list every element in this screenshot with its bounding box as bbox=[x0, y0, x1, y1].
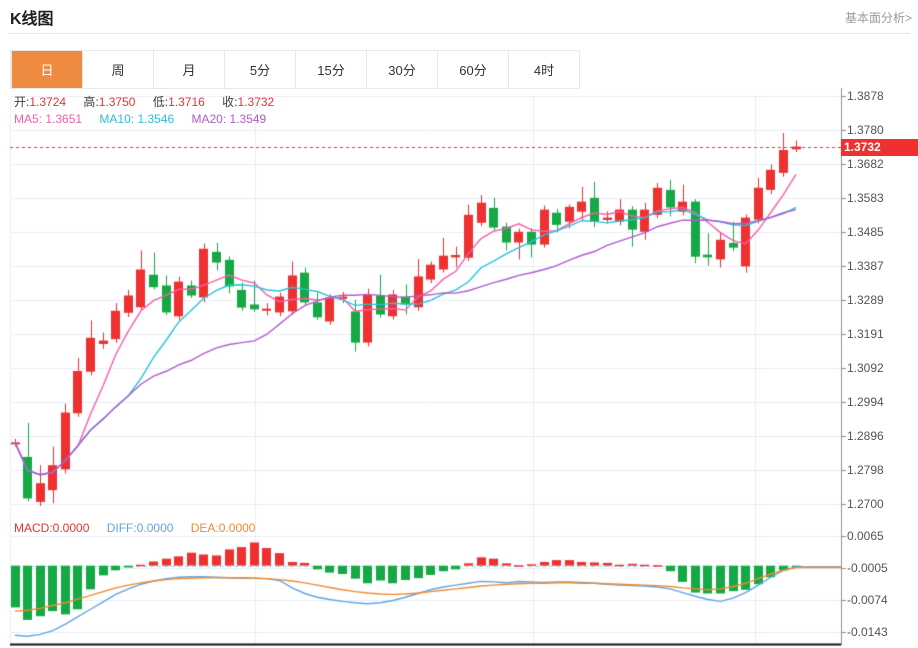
price-axis-tick: 1.3289 bbox=[847, 293, 884, 307]
period-tab[interactable]: 4时 bbox=[508, 51, 579, 88]
macd-value: 0.0000 bbox=[52, 521, 90, 535]
macd-readout: MACD:0.0000 DIFF:0.0000 DEA:0.0000 bbox=[14, 521, 269, 535]
price-axis-tick: 1.3583 bbox=[847, 191, 884, 205]
dea-value: 0.0000 bbox=[218, 521, 256, 535]
macd-label: MACD: bbox=[14, 521, 53, 535]
fundamental-analysis-link[interactable]: 基本面分析> bbox=[844, 11, 912, 25]
period-tab[interactable]: 周 bbox=[82, 51, 153, 88]
header-divider bbox=[8, 33, 910, 34]
macd-axis: 0.0065 -0.0005 -0.0074 -0.0143 bbox=[847, 529, 888, 639]
ma5-value: 1.3651 bbox=[45, 112, 83, 126]
macd-axis-tick: -0.0074 bbox=[847, 593, 888, 607]
price-axis-tick: 1.3191 bbox=[847, 327, 884, 341]
price-axis-tick: 1.3780 bbox=[847, 123, 884, 137]
diff-label: DIFF: bbox=[106, 521, 137, 535]
price-axis-tick: 1.3092 bbox=[847, 361, 884, 375]
price-axis-tick: 1.2798 bbox=[847, 463, 884, 477]
price-axis-tick: 1.3387 bbox=[847, 259, 884, 273]
page-title: K线图 bbox=[10, 11, 54, 28]
period-tab[interactable]: 日 bbox=[11, 51, 82, 88]
period-tab[interactable]: 15分 bbox=[295, 51, 366, 88]
period-tab-bar: 日周月 5分 15分 30分 60分 4时 bbox=[10, 50, 580, 89]
open-label: 开: bbox=[14, 95, 30, 109]
diff-value: 0.0000 bbox=[136, 521, 174, 535]
close-value: 1.3732 bbox=[237, 95, 275, 109]
high-label: 高: bbox=[83, 95, 99, 109]
price-axis: 1.3878 1.3780 1.3682 1.3583 1.3485 1.3387 1.32… bbox=[847, 89, 884, 511]
macd-axis-tick: -0.0143 bbox=[847, 625, 888, 639]
macd-axis-tick: 0.0065 bbox=[847, 529, 884, 543]
dea-label: DEA: bbox=[190, 521, 219, 535]
ma-readout: MA5: 1.3651 MA10: 1.3546 MA20: 1.3549 bbox=[14, 112, 280, 126]
price-axis-tick: 1.3485 bbox=[847, 225, 884, 239]
macd-axis-tick: -0.0005 bbox=[847, 561, 888, 575]
price-axis-tick: 1.2896 bbox=[847, 429, 884, 443]
period-tab[interactable]: 月 bbox=[153, 51, 224, 88]
ma10-value: 1.3546 bbox=[137, 112, 175, 126]
price-axis-tick: 1.2700 bbox=[847, 497, 884, 511]
ma5-label: MA5: bbox=[14, 112, 43, 126]
ma10-label: MA10: bbox=[99, 112, 135, 126]
period-tab[interactable]: 30分 bbox=[366, 51, 437, 88]
ma20-label: MA20: bbox=[191, 112, 227, 126]
price-axis-tick: 1.2994 bbox=[847, 395, 884, 409]
open-value: 1.3724 bbox=[29, 95, 67, 109]
price-axis-tick: 1.3878 bbox=[847, 89, 884, 103]
period-tab[interactable]: 60分 bbox=[437, 51, 508, 88]
price-axis-tick: 1.3682 bbox=[847, 157, 884, 171]
high-value: 1.3750 bbox=[98, 95, 136, 109]
ohlc-readout: 开:1.3724 高:1.3750 低:1.3716 收:1.3732 bbox=[14, 95, 288, 109]
low-value: 1.3716 bbox=[168, 95, 205, 109]
period-tab[interactable]: 5分 bbox=[224, 51, 295, 88]
close-label: 收: bbox=[222, 95, 238, 109]
current-price-tag: 1.3732 bbox=[841, 139, 918, 156]
low-label: 低: bbox=[152, 95, 169, 109]
ma20-value: 1.3549 bbox=[229, 112, 267, 126]
